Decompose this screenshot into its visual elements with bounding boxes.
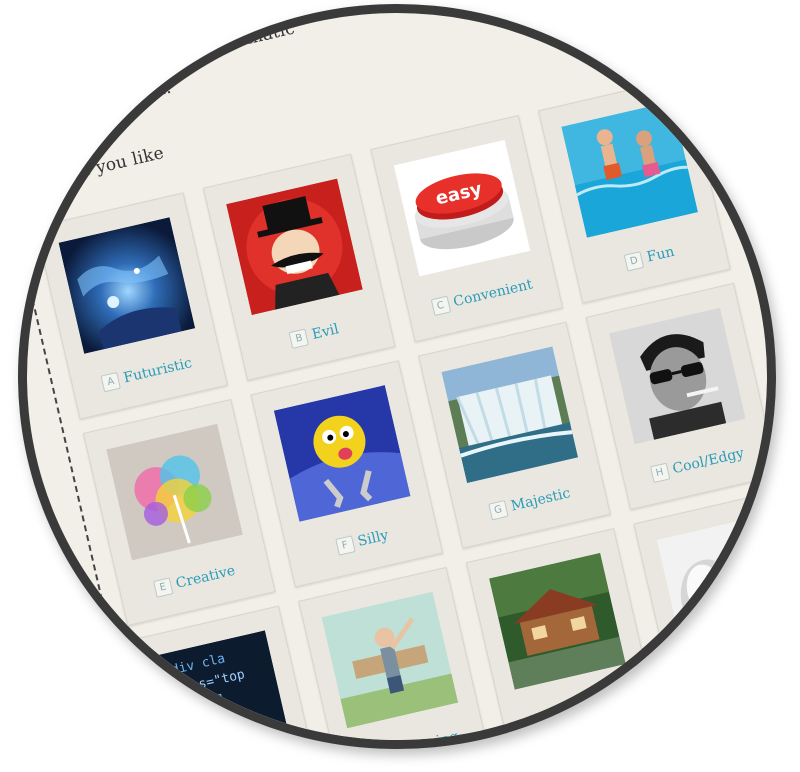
option-text: Ru xyxy=(577,696,600,717)
option-text: Evil xyxy=(310,321,341,343)
option-label: D Fun xyxy=(575,232,725,282)
silly-image xyxy=(273,385,411,522)
code-image: <div cla class="top <div cl <div cla met… xyxy=(153,630,291,740)
majestic-image xyxy=(441,346,579,484)
option-card-fun[interactable]: D Fun xyxy=(538,76,731,304)
option-text: Majestic xyxy=(509,485,572,515)
option-letter: G xyxy=(488,500,509,521)
creative-image xyxy=(106,423,243,561)
convenient-image: easy xyxy=(393,139,531,277)
option-card-evil[interactable]: B Evil xyxy=(202,153,396,381)
option-card-creative[interactable]: E Creative xyxy=(82,398,276,627)
option-text: Convenient xyxy=(451,276,535,311)
option-card-futuristic[interactable]: A Futuristic xyxy=(35,192,228,420)
option-letter: B xyxy=(288,328,310,349)
magnifier-lens: portant and will dramatic relevant to yo… xyxy=(18,4,776,749)
option-letter: H xyxy=(649,462,670,484)
option-text: Cool/Edgy xyxy=(671,445,746,478)
option-label: K Ru xyxy=(503,684,653,734)
option-letter: K xyxy=(555,702,577,723)
option-letter: E xyxy=(152,577,174,598)
intro-line-1: portant and will dramatic xyxy=(72,18,297,89)
option-card-silly[interactable]: F Silly xyxy=(250,360,444,588)
option-card-partial[interactable] xyxy=(633,489,767,717)
option-letter: D xyxy=(623,251,645,272)
option-label: G Majestic xyxy=(455,478,605,528)
option-text: Silly xyxy=(356,527,390,550)
fun-image xyxy=(561,101,698,238)
option-letter: C xyxy=(430,295,451,317)
futuristic-image xyxy=(58,217,196,354)
option-label: B Evil xyxy=(240,310,390,360)
option-text: Futuristic xyxy=(122,355,194,387)
option-card-pioneering[interactable]: JPioneering xyxy=(298,566,491,740)
option-card-rustic[interactable]: K Ru xyxy=(465,528,659,740)
option-label: C Convenient xyxy=(407,271,557,321)
option-text: Fun xyxy=(645,243,676,266)
partial-image xyxy=(656,514,767,651)
option-text: Creative xyxy=(174,562,237,592)
option-letter: A xyxy=(100,371,122,393)
brand-survey-page: portant and will dramatic relevant to yo… xyxy=(18,13,767,740)
cool-edgy-image xyxy=(608,307,746,445)
evil-image xyxy=(226,178,363,316)
option-card-code[interactable]: <div cla class="top <div cl <div cla met… xyxy=(130,605,324,740)
option-label xyxy=(674,662,767,696)
rustic-image xyxy=(489,552,626,690)
pioneering-image xyxy=(321,591,459,729)
option-label: A Futuristic xyxy=(72,349,222,399)
option-letter: F xyxy=(334,535,356,556)
instructions-line: s many as you like xyxy=(18,143,166,199)
option-card-cool-edgy[interactable]: H Cool/Edgy xyxy=(585,282,767,511)
option-card-convenient[interactable]: easy C Convenient xyxy=(370,115,564,343)
option-label: H Cool/Edgy xyxy=(623,439,767,489)
option-card-majestic[interactable]: G Majestic xyxy=(418,321,611,549)
option-label: F Silly xyxy=(288,516,438,566)
option-label: E Creative xyxy=(120,555,270,605)
